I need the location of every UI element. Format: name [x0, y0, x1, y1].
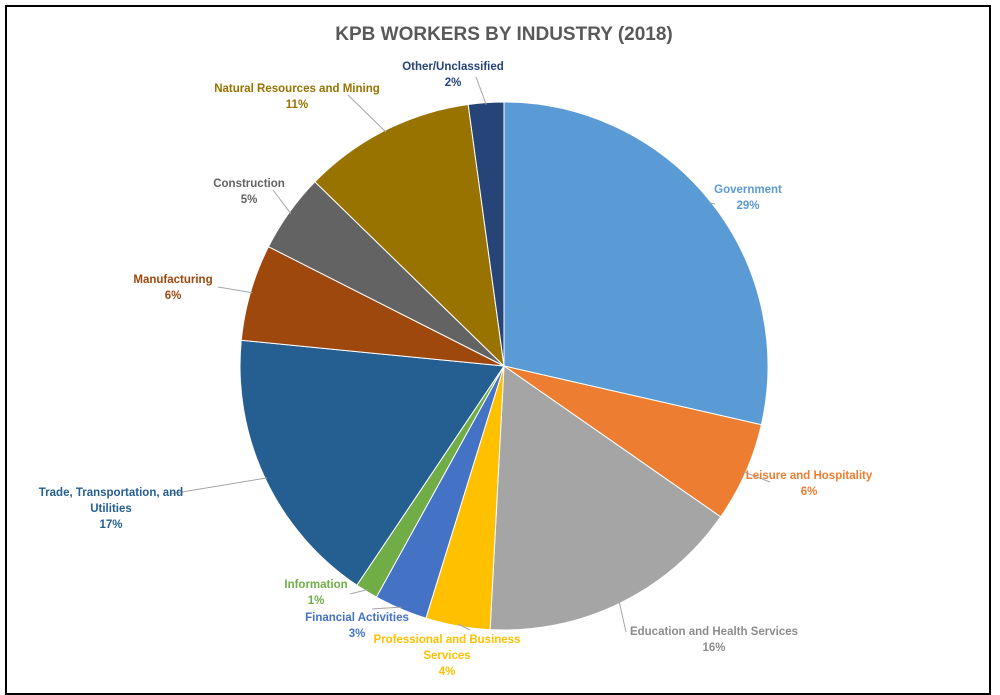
pie-slice-natural-resources-and-mining	[314, 103, 505, 368]
slice-label-education-and-health-services: Education and Health Services 16%	[630, 626, 798, 654]
slice-labels: Government 29% Leisure and Hospitality 6% Ed…	[39, 61, 873, 678]
pie-slice-trade-transportation-and-utilities	[239, 339, 505, 586]
slice-label-other-unclassified: Other/Unclassified 2%	[402, 61, 504, 89]
slice-label-manufacturing: Manufacturing 6%	[133, 274, 212, 302]
slice-label-information: Information 1%	[284, 579, 347, 607]
slice-label-natural-resources-and-mining: Natural Resources and Mining 11%	[214, 83, 380, 111]
leader-line-government	[708, 202, 716, 205]
slice-label-leisure-and-hospitality: Leisure and Hospitality 6%	[746, 470, 873, 498]
leader-line-natural-resources-and-mining	[347, 94, 387, 133]
leader-line-other-unclassified	[475, 76, 487, 105]
slice-label-trade-transportation-and-utilities: Trade, Transportation, and Utilities 17%	[39, 487, 183, 531]
pie-slice-other-unclassified	[467, 101, 505, 367]
pie-chart: KPB WORKERS BY INDUSTRY (2018) Governmen…	[39, 24, 873, 678]
leader-line-leisure-and-hospitality	[743, 471, 771, 483]
slice-label-government: Government 29%	[714, 184, 782, 212]
slice-label-construction: Construction 5%	[213, 178, 285, 206]
pie-slices	[239, 101, 769, 631]
leader-line-financial-activities	[371, 606, 402, 610]
leader-line-construction	[272, 189, 292, 214]
leader-line-trade-transportation-and-utilities	[169, 477, 268, 495]
leader-lines	[169, 76, 771, 633]
slice-label-financial-activities: Financial Activities 3%	[305, 612, 409, 640]
leader-line-information	[349, 589, 368, 595]
leader-line-manufacturing	[217, 286, 253, 294]
pie-slice-government	[503, 101, 769, 426]
slice-label-professional-and-business-services: Professional and Business Services 4%	[374, 634, 521, 678]
chart-title: KPB WORKERS BY INDUSTRY (2018)	[335, 24, 673, 45]
leader-line-professional-and-business-services	[457, 623, 471, 631]
leader-line-education-and-health-services	[618, 601, 627, 633]
